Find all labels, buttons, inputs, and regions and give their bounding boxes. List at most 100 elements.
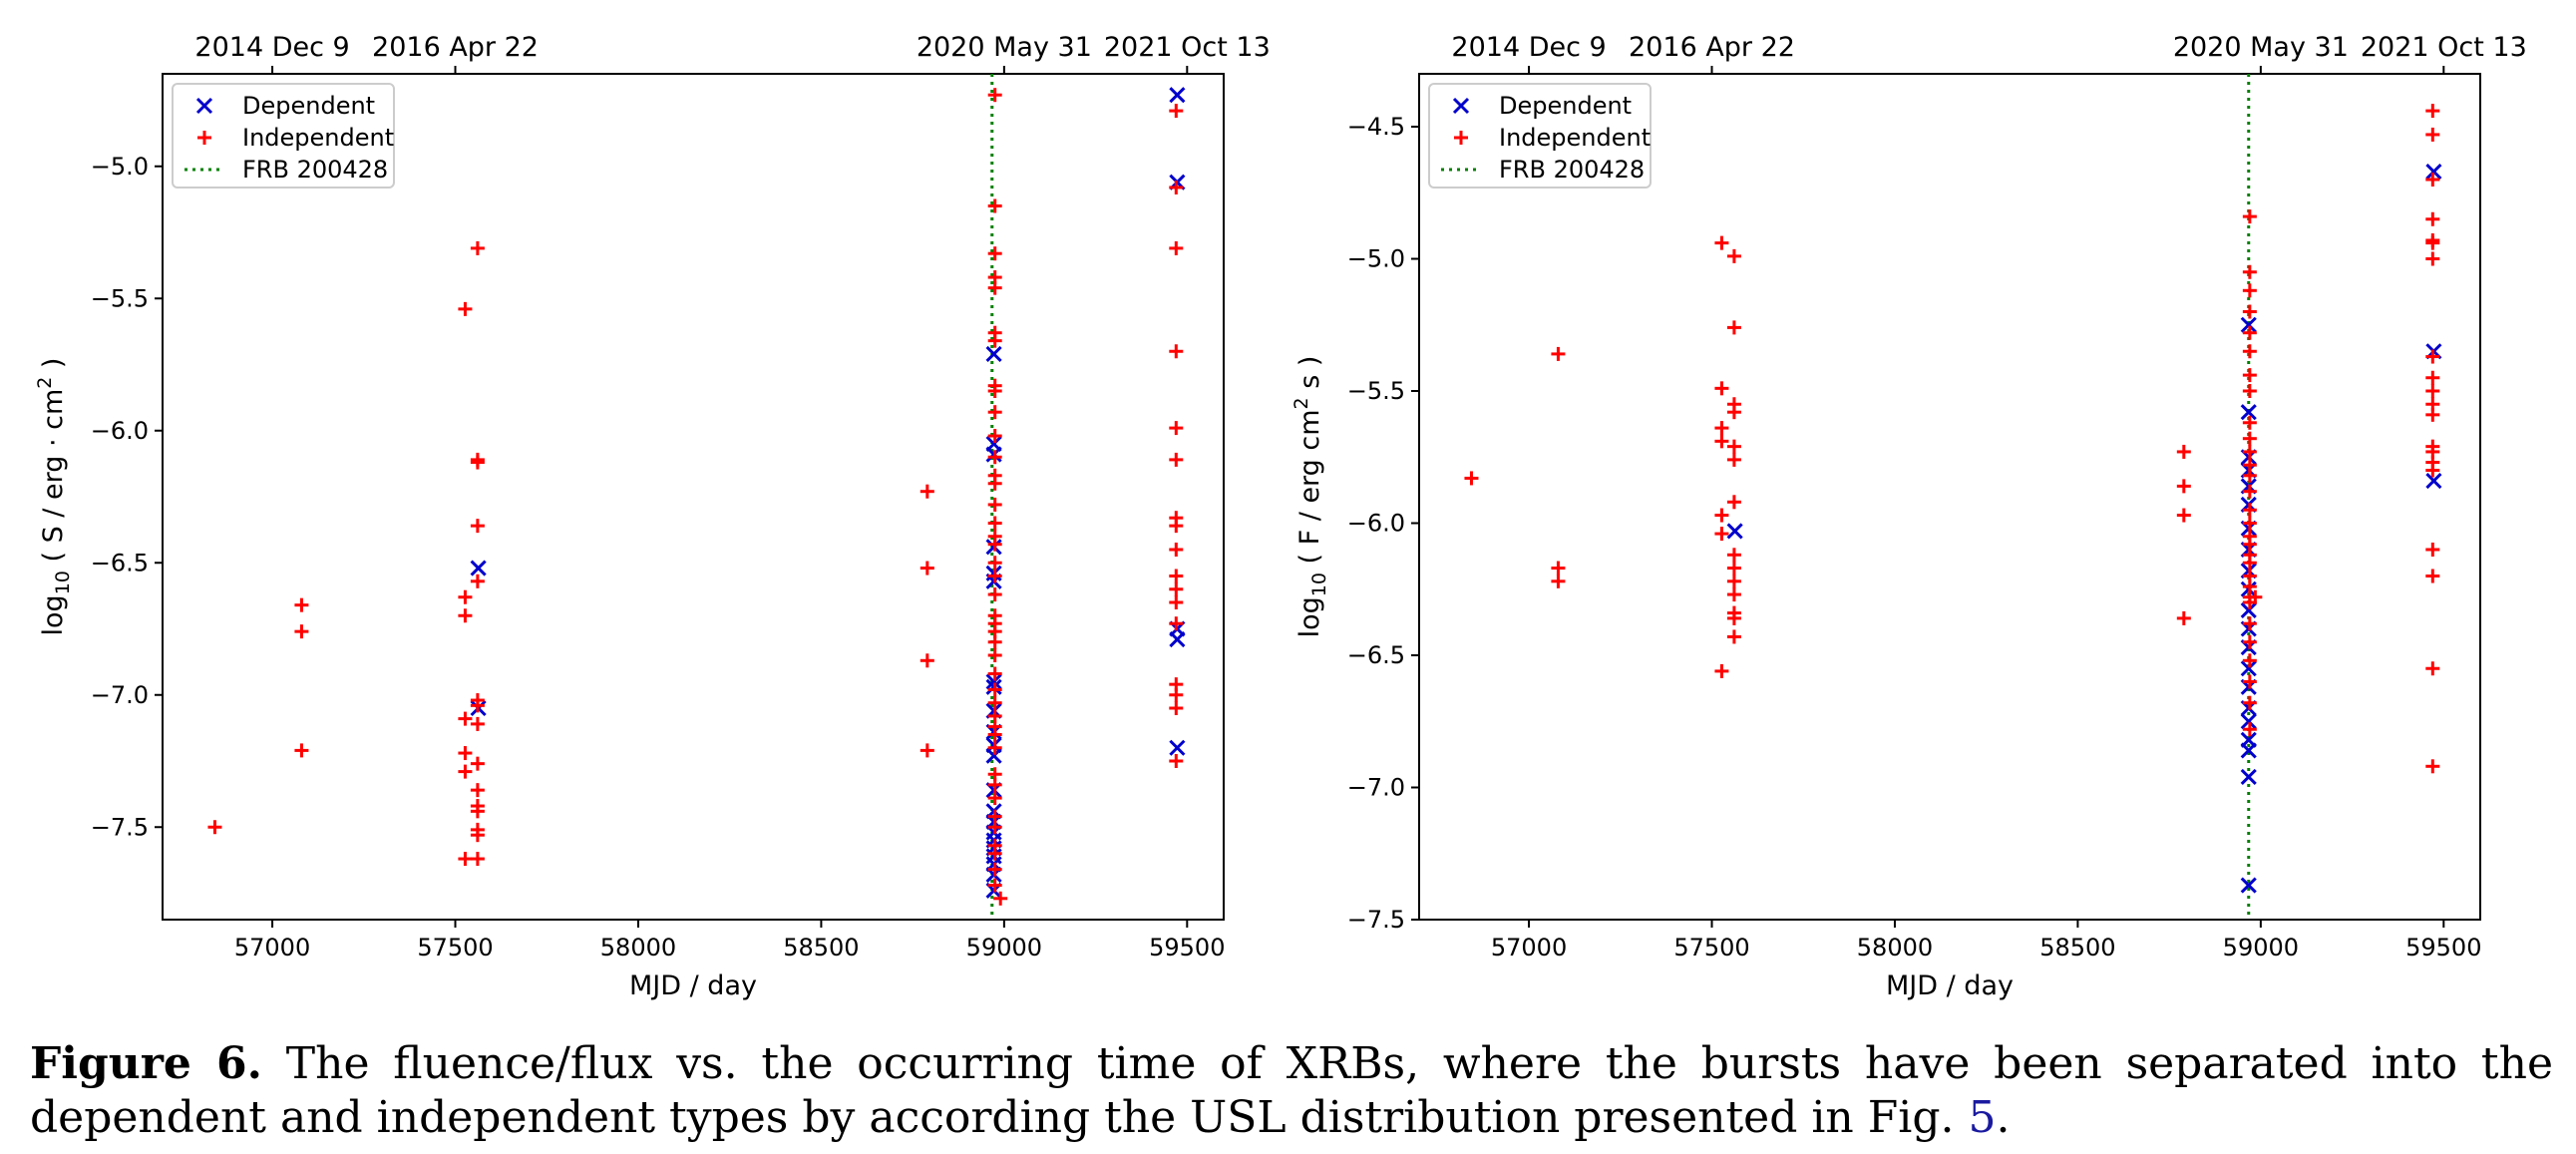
panel-2-independent-point-66: [2425, 252, 2439, 266]
panel-1-dependent-point-28: [1170, 741, 1184, 755]
panel-1-independent-point-1: [294, 598, 308, 612]
panel-2-independent-point-63: [2425, 212, 2439, 226]
panel-1-top-tick-label-2014-dec-9: 2014 Dec 9: [194, 32, 349, 63]
panel-2-independent-point-26: [2177, 479, 2191, 493]
panel-2-axes-frame: [1419, 74, 2480, 920]
panel-1-independent-point-88: [1169, 701, 1183, 715]
panel-1-ytick-label-3: −6.0: [91, 417, 149, 445]
panel-2-independent-point-54: [2243, 635, 2257, 649]
panel-2-independent-point-78: [2425, 661, 2439, 675]
panel-2-legend-independent-label: Independent: [1499, 124, 1651, 152]
panel-1-independent-point-13: [471, 456, 485, 470]
panel-2-top-tick-label-2020-may-31: 2020 May 31: [2173, 32, 2349, 63]
panel-1-ytick-label-0: −7.5: [91, 813, 149, 841]
panel-2-independent-point-20: [1727, 575, 1741, 588]
panel-1-independent-point-2: [294, 624, 308, 638]
panel-2-independent-point-28: [2177, 611, 2191, 625]
panel-1-top-tick-label-2020-may-31: 2020 May 31: [917, 32, 1092, 63]
panel-2-independent-point-53: [2243, 616, 2257, 630]
panel-2-ytick-label-4: −5.5: [1347, 377, 1405, 405]
panel-2-series-independent: [1464, 104, 2439, 773]
panel-2-independent-point-5: [1714, 381, 1728, 395]
panel-1-independent-point-84: [1169, 595, 1183, 609]
panel-2-independent-point-43: [2243, 503, 2257, 517]
panel-2-independent-point-79: [2425, 759, 2439, 773]
panel-1-dependent-point-27: [1170, 632, 1184, 646]
panel-1-independent-point-29: [920, 743, 934, 757]
panel-1-independent-point-81: [1169, 543, 1183, 557]
panel-2-independent-point-65: [2425, 236, 2439, 250]
panel-2-independent-point-24: [1727, 629, 1741, 643]
panel-1-independent-point-32: [988, 246, 1002, 260]
panel-1-independent-point-67: [988, 820, 1002, 834]
panel-1-independent-point-50: [988, 587, 1002, 601]
panel-1-independent-point-8: [458, 746, 472, 760]
panel-1-independent-point-6: [458, 608, 472, 622]
panel-1-independent-point-0: [207, 820, 221, 834]
panel-2-legend-dependent-label: Dependent: [1499, 92, 1632, 120]
panel-1-ytick-label-1: −7.0: [91, 681, 149, 709]
panel-1-independent-point-75: [1169, 241, 1183, 255]
panel-2-independent-point-29: [2243, 209, 2257, 223]
caption-end: .: [1997, 1092, 2011, 1143]
panel-2-ytick-label-5: −5.0: [1347, 245, 1405, 273]
panel-1-independent-point-45: [988, 517, 1002, 531]
panel-1-independent-point-82: [1169, 570, 1183, 583]
panel-2-independent-point-18: [1727, 548, 1741, 562]
panel-2-independent-point-19: [1727, 562, 1741, 576]
panel-2-ytick-label-2: −6.5: [1347, 641, 1405, 669]
panel-2-independent-point-60: [2425, 104, 2439, 118]
panel-1-y-axis-label: log10 ( S / erg · cm2 ): [34, 358, 74, 636]
panel-1-independent-point-4: [458, 302, 472, 316]
panel-1-independent-point-78: [1169, 453, 1183, 467]
panel-1-independent-point-10: [458, 852, 472, 866]
panel-1-top-tick-label-2016-apr-22: 2016 Apr 22: [372, 32, 539, 63]
panel-2-xtick-label-59500: 59500: [2405, 934, 2481, 962]
panel-2-x-axis-label: MJD / day: [1886, 970, 2014, 1001]
panel-2-independent-point-68: [2425, 371, 2439, 385]
panel-2-independent-point-2: [1551, 562, 1565, 576]
panel-1-xtick-label-59000: 59000: [966, 934, 1042, 962]
caption-figure-reference[interactable]: 5: [1969, 1092, 1997, 1143]
panel-2-y-axis-label: log10 ( F / erg cm2 s ): [1290, 356, 1330, 638]
panel-2-xtick-label-59000: 59000: [2223, 934, 2299, 962]
panel-1-independent-point-19: [471, 757, 485, 771]
panel-2-xtick-label-58500: 58500: [2039, 934, 2115, 962]
panel-2-independent-point-36: [2243, 384, 2257, 398]
panel-2-ytick-label-1: −7.0: [1347, 774, 1405, 802]
panel-1-xtick-label-57000: 57000: [234, 934, 310, 962]
panel-1-dependent-point-24: [1170, 88, 1184, 102]
panel-2-independent-point-16: [1727, 453, 1741, 467]
panel-2-independent-point-4: [1714, 236, 1728, 250]
panel-1-independent-point-85: [1169, 616, 1183, 630]
panel-2-independent-point-14: [1727, 405, 1741, 419]
panel-1-independent-point-87: [1169, 688, 1183, 702]
panel-1-ytick-label-4: −5.5: [91, 284, 149, 312]
panel-1-dependent-point-2: [987, 347, 1001, 361]
panel-2-independent-point-15: [1727, 440, 1741, 454]
panel-1-independent-point-73: [1169, 104, 1183, 118]
panel-1-independent-point-30: [988, 88, 1002, 102]
panel-2-independent-point-61: [2425, 128, 2439, 142]
panel-1-independent-point-26: [920, 485, 934, 499]
panel-1-independent-point-25: [471, 852, 485, 866]
panel-2-independent-point-27: [2177, 509, 2191, 523]
panel-2-independent-point-35: [2243, 368, 2257, 382]
panel-2-xtick-label-57500: 57500: [1673, 934, 1749, 962]
left-scatter-panel: 57000 57500 58000 58500 59000 59500 MJD / day −…: [34, 32, 1271, 1001]
panel-1-xtick-label-58500: 58500: [783, 934, 859, 962]
panel-1-independent-point-36: [988, 334, 1002, 348]
panel-1-independent-point-74: [1169, 181, 1183, 194]
panel-2-ytick-label-3: −6.0: [1347, 510, 1405, 538]
panel-2-xtick-label-57000: 57000: [1491, 934, 1567, 962]
panel-1-independent-point-55: [988, 648, 1002, 662]
right-scatter-panel: 57000 57500 58000 58500 59000 59500 MJD / day −…: [1290, 32, 2527, 1001]
panel-1-legend-independent-label: Independent: [242, 124, 394, 152]
panel-1-independent-point-31: [988, 199, 1002, 213]
panel-1-independent-point-76: [1169, 344, 1183, 358]
panel-1-independent-point-70: [988, 863, 1002, 877]
panel-2-independent-point-34: [2243, 344, 2257, 358]
panel-1-independent-point-5: [458, 590, 472, 604]
panel-2-dependent-point-0: [1728, 524, 1742, 538]
panel-1-legend-dependent-label: Dependent: [242, 92, 375, 120]
